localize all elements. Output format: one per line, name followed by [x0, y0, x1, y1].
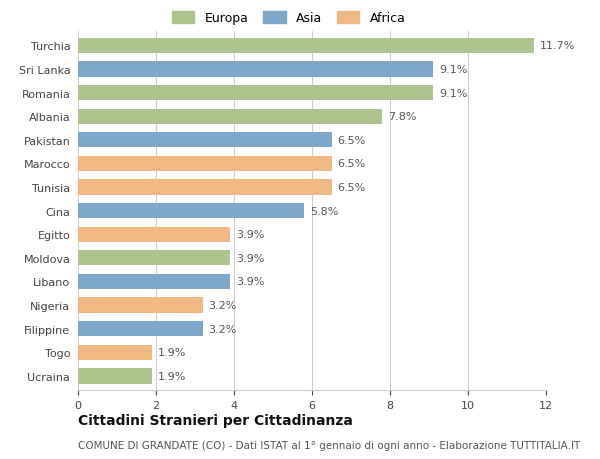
Bar [78, 251, 230, 266]
Text: Cittadini Stranieri per Cittadinanza: Cittadini Stranieri per Cittadinanza [78, 413, 353, 427]
Bar [78, 39, 534, 54]
Text: 6.5%: 6.5% [337, 159, 365, 169]
Legend: Europa, Asia, Africa: Europa, Asia, Africa [169, 10, 408, 28]
Text: 11.7%: 11.7% [540, 41, 575, 51]
Text: 3.9%: 3.9% [236, 277, 265, 287]
Text: 5.8%: 5.8% [310, 206, 338, 216]
Text: COMUNE DI GRANDATE (CO) - Dati ISTAT al 1° gennaio di ogni anno - Elaborazione T: COMUNE DI GRANDATE (CO) - Dati ISTAT al … [78, 440, 580, 450]
Bar [78, 133, 331, 148]
Bar [78, 203, 304, 219]
Bar [78, 180, 331, 195]
Text: 3.9%: 3.9% [236, 230, 265, 240]
Text: 1.9%: 1.9% [158, 347, 187, 358]
Bar [78, 298, 203, 313]
Bar [78, 345, 152, 360]
Bar [78, 321, 203, 336]
Text: 7.8%: 7.8% [388, 112, 416, 122]
Text: 9.1%: 9.1% [439, 89, 467, 98]
Text: 6.5%: 6.5% [337, 135, 365, 146]
Text: 9.1%: 9.1% [439, 65, 467, 75]
Text: 3.2%: 3.2% [209, 300, 237, 310]
Bar [78, 109, 382, 124]
Bar [78, 274, 230, 290]
Text: 6.5%: 6.5% [337, 183, 365, 193]
Text: 3.2%: 3.2% [209, 324, 237, 334]
Text: 3.9%: 3.9% [236, 253, 265, 263]
Bar [78, 86, 433, 101]
Bar [78, 369, 152, 384]
Text: 1.9%: 1.9% [158, 371, 187, 381]
Bar [78, 62, 433, 78]
Bar [78, 227, 230, 242]
Bar [78, 157, 331, 172]
